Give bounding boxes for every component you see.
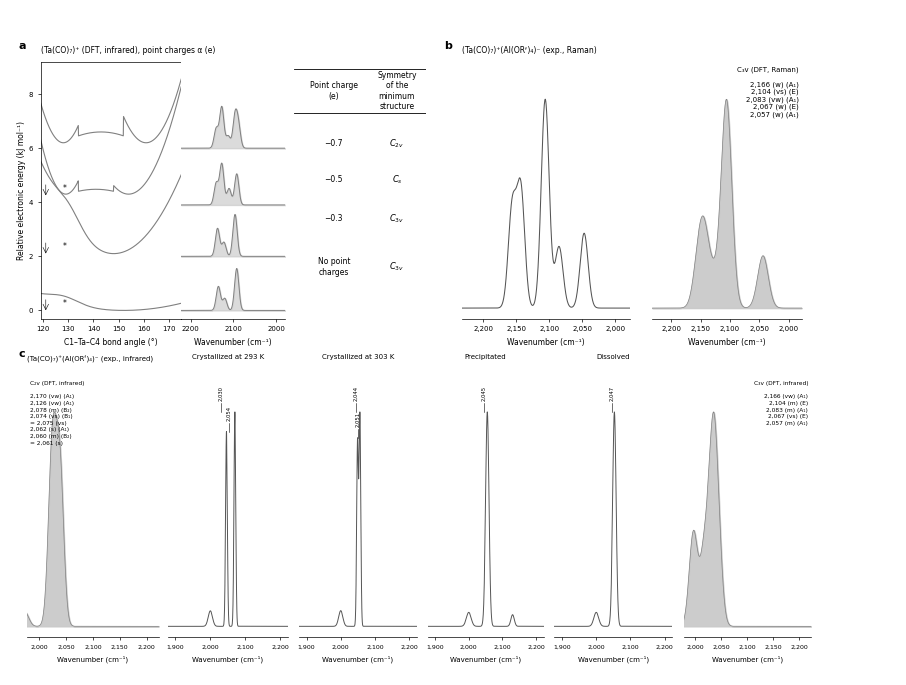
Text: C₂v (DFT, infrared)

2,170 (vw) (A₁)
2,126 (vw) (A₁)
2,078 (m) (B₂)
2,074 (vs) (: C₂v (DFT, infrared) 2,170 (vw) (A₁) 2,12… bbox=[30, 382, 84, 446]
Text: −0.5: −0.5 bbox=[324, 175, 343, 184]
Text: 2,054: 2,054 bbox=[226, 406, 232, 421]
X-axis label: C1–Ta–C4 bond angle (°): C1–Ta–C4 bond angle (°) bbox=[64, 338, 158, 347]
Text: (Ta(CO)₇)⁺ (DFT, infrared), point charges α (e): (Ta(CO)₇)⁺ (DFT, infrared), point charge… bbox=[41, 46, 215, 55]
Text: Crystallized at 303 K: Crystallized at 303 K bbox=[322, 354, 394, 360]
X-axis label: Wavenumber (cm⁻¹): Wavenumber (cm⁻¹) bbox=[450, 656, 521, 663]
Text: 2,045: 2,045 bbox=[481, 386, 487, 401]
Text: 2,051: 2,051 bbox=[356, 412, 361, 427]
Text: Point charge
(e): Point charge (e) bbox=[310, 82, 358, 101]
Text: 2,030: 2,030 bbox=[218, 386, 224, 401]
Text: −0.3: −0.3 bbox=[324, 214, 343, 223]
X-axis label: Wavenumber (cm⁻¹): Wavenumber (cm⁻¹) bbox=[578, 656, 649, 663]
Text: $C_{2v}$: $C_{2v}$ bbox=[390, 138, 404, 150]
Text: 2,044: 2,044 bbox=[353, 386, 358, 401]
Text: 2,047: 2,047 bbox=[610, 386, 615, 401]
Text: (Ta(CO)₇)⁺(Al(ORᶠ)₄)⁻ (exp., Raman): (Ta(CO)₇)⁺(Al(ORᶠ)₄)⁻ (exp., Raman) bbox=[462, 46, 597, 55]
Text: c: c bbox=[18, 349, 24, 360]
Text: C₃v (DFT, infrared)

2,166 (vw) (A₁)
2,104 (m) (E)
2,083 (m) (A₁)
2,067 (vs) (E): C₃v (DFT, infrared) 2,166 (vw) (A₁) 2,10… bbox=[754, 382, 808, 426]
Text: *: * bbox=[63, 242, 66, 251]
X-axis label: Wavenumber (cm⁻¹): Wavenumber (cm⁻¹) bbox=[712, 656, 783, 663]
X-axis label: Wavenumber (cm⁻¹): Wavenumber (cm⁻¹) bbox=[57, 656, 129, 663]
Text: C₃v (DFT, Raman)

2,166 (w) (A₁)
2,104 (vs) (E)
2,083 (vw) (A₁)
2,067 (w) (E)
2,: C₃v (DFT, Raman) 2,166 (w) (A₁) 2,104 (v… bbox=[737, 67, 799, 118]
Text: b: b bbox=[444, 41, 452, 51]
Text: $C_{3v}$: $C_{3v}$ bbox=[390, 212, 404, 225]
Text: Precipitated: Precipitated bbox=[465, 354, 506, 360]
X-axis label: Wavenumber (cm⁻¹): Wavenumber (cm⁻¹) bbox=[323, 656, 393, 663]
Text: *: * bbox=[63, 184, 66, 192]
Text: $C_{3v}$: $C_{3v}$ bbox=[390, 261, 404, 273]
Y-axis label: Relative electronic energy (kJ mol⁻¹): Relative electronic energy (kJ mol⁻¹) bbox=[17, 121, 26, 260]
Text: (Ta(CO)₇)⁺(Al(ORᶠ)₄)⁻ (exp., infrared): (Ta(CO)₇)⁺(Al(ORᶠ)₄)⁻ (exp., infrared) bbox=[27, 354, 153, 362]
Text: $C_s$: $C_s$ bbox=[391, 173, 402, 186]
Text: *: * bbox=[63, 299, 66, 308]
Text: Symmetry
of the
minimum
structure: Symmetry of the minimum structure bbox=[377, 71, 417, 111]
Text: Dissolved: Dissolved bbox=[597, 354, 630, 360]
Text: a: a bbox=[18, 41, 25, 51]
Text: Crystallized at 293 K: Crystallized at 293 K bbox=[192, 354, 264, 360]
X-axis label: Wavenumber (cm⁻¹): Wavenumber (cm⁻¹) bbox=[195, 338, 272, 347]
X-axis label: Wavenumber (cm⁻¹): Wavenumber (cm⁻¹) bbox=[507, 338, 584, 347]
Text: No point
charges: No point charges bbox=[318, 258, 350, 277]
Text: −0.7: −0.7 bbox=[324, 139, 343, 149]
X-axis label: Wavenumber (cm⁻¹): Wavenumber (cm⁻¹) bbox=[689, 338, 766, 347]
X-axis label: Wavenumber (cm⁻¹): Wavenumber (cm⁻¹) bbox=[192, 656, 264, 663]
